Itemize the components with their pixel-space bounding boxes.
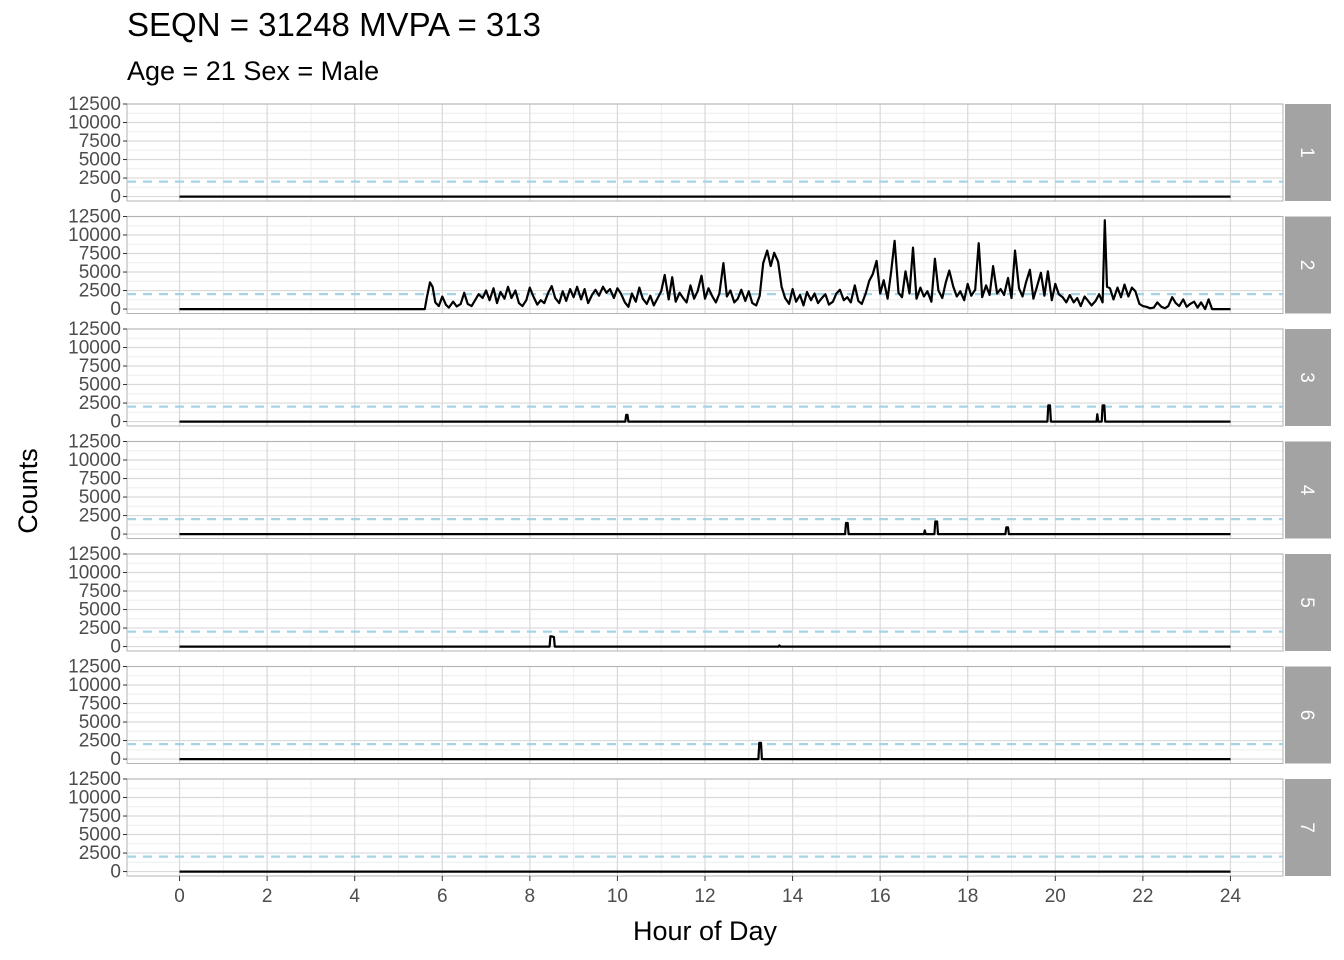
y-tick-label: 12500 <box>68 544 121 565</box>
facet-strip-label: 3 <box>1296 372 1317 383</box>
facet-strip <box>1285 554 1331 651</box>
x-tick-label: 18 <box>957 886 978 907</box>
y-tick-label: 10000 <box>68 450 121 471</box>
y-tick-label: 2500 <box>79 618 121 639</box>
x-tick-label: 2 <box>262 886 273 907</box>
y-tick-label: 10000 <box>68 675 121 696</box>
y-tick-label: 12500 <box>68 432 121 453</box>
y-tick-label: 2500 <box>79 281 121 302</box>
facet-strip-label: 5 <box>1296 597 1317 608</box>
panel-border <box>126 103 1284 202</box>
y-tick-label: 5000 <box>79 825 121 846</box>
y-tick-label: 5000 <box>79 150 121 171</box>
y-tick-label: 0 <box>110 524 121 545</box>
facet-strip <box>1285 104 1331 201</box>
facet-strip-label: 1 <box>1296 147 1317 158</box>
y-tick-label: 2500 <box>79 731 121 752</box>
panel-border <box>126 666 1284 764</box>
y-tick-label: 2500 <box>79 168 121 189</box>
y-tick-label: 0 <box>110 187 121 208</box>
facet-strip <box>1285 666 1331 764</box>
series-line-day-5 <box>179 635 1231 648</box>
facet-strip-label: 6 <box>1296 710 1317 721</box>
y-tick-label: 7500 <box>79 694 121 715</box>
y-tick-label: 7500 <box>79 131 121 152</box>
x-tick-label: 16 <box>870 886 891 907</box>
x-tick-label: 4 <box>349 886 360 907</box>
facet-strip <box>1285 216 1331 314</box>
y-tick-label: 2500 <box>79 393 121 414</box>
y-tick-label: 0 <box>110 637 121 658</box>
y-tick-label: 7500 <box>79 581 121 602</box>
x-tick-label: 22 <box>1132 886 1153 907</box>
panel-border <box>126 553 1284 652</box>
y-tick-label: 0 <box>110 412 121 433</box>
x-tick-label: 12 <box>694 886 715 907</box>
x-tick-label: 14 <box>782 886 804 907</box>
facet-strip <box>1285 329 1331 426</box>
y-tick-label: 7500 <box>79 469 121 490</box>
x-tick-label: 10 <box>607 886 628 907</box>
panel-border <box>126 328 1284 427</box>
y-tick-label: 12500 <box>68 657 121 678</box>
y-tick-label: 10000 <box>68 225 121 246</box>
x-tick-label: 6 <box>437 886 448 907</box>
facet-panels: 0250050007500100001250010250050007500100… <box>68 94 1331 907</box>
chart-title: SEQN = 31248 MVPA = 313 <box>127 6 541 43</box>
y-tick-label: 12500 <box>68 94 121 115</box>
y-tick-label: 10000 <box>68 563 121 584</box>
x-tick-label: 0 <box>174 886 185 907</box>
x-tick-label: 24 <box>1220 886 1242 907</box>
y-tick-label: 10000 <box>68 338 121 359</box>
facet-strip <box>1285 779 1331 876</box>
y-tick-label: 12500 <box>68 319 121 340</box>
series-line-day-2 <box>179 219 1231 311</box>
y-tick-label: 0 <box>110 862 121 883</box>
facet-strip-label: 7 <box>1296 822 1317 833</box>
y-tick-label: 7500 <box>79 806 121 827</box>
panel-border <box>126 216 1284 314</box>
facet-strip <box>1285 441 1331 539</box>
chart-subtitle: Age = 21 Sex = Male <box>127 56 380 86</box>
panel-border <box>126 441 1284 539</box>
x-tick-label: 20 <box>1045 886 1066 907</box>
y-tick-label: 5000 <box>79 600 121 621</box>
y-axis-title: Counts <box>13 448 43 534</box>
series-line-day-3 <box>179 404 1231 423</box>
y-tick-label: 0 <box>110 749 121 770</box>
y-tick-label: 5000 <box>79 262 121 283</box>
y-tick-label: 12500 <box>68 207 121 228</box>
y-tick-label: 10000 <box>68 788 121 809</box>
y-tick-label: 12500 <box>68 769 121 790</box>
y-tick-label: 5000 <box>79 712 121 733</box>
series-line-day-6 <box>179 741 1231 761</box>
series-line-day-4 <box>179 520 1231 536</box>
x-axis-title: Hour of Day <box>633 916 778 946</box>
y-tick-label: 7500 <box>79 244 121 265</box>
y-tick-label: 2500 <box>79 506 121 527</box>
y-tick-label: 7500 <box>79 356 121 377</box>
y-tick-label: 5000 <box>79 487 121 508</box>
y-tick-label: 2500 <box>79 843 121 864</box>
facet-strip-label: 4 <box>1296 485 1317 496</box>
y-tick-label: 10000 <box>68 113 121 134</box>
facet-strip-label: 2 <box>1296 260 1317 271</box>
y-tick-label: 0 <box>110 299 121 320</box>
y-tick-label: 5000 <box>79 375 121 396</box>
x-tick-label: 8 <box>525 886 536 907</box>
